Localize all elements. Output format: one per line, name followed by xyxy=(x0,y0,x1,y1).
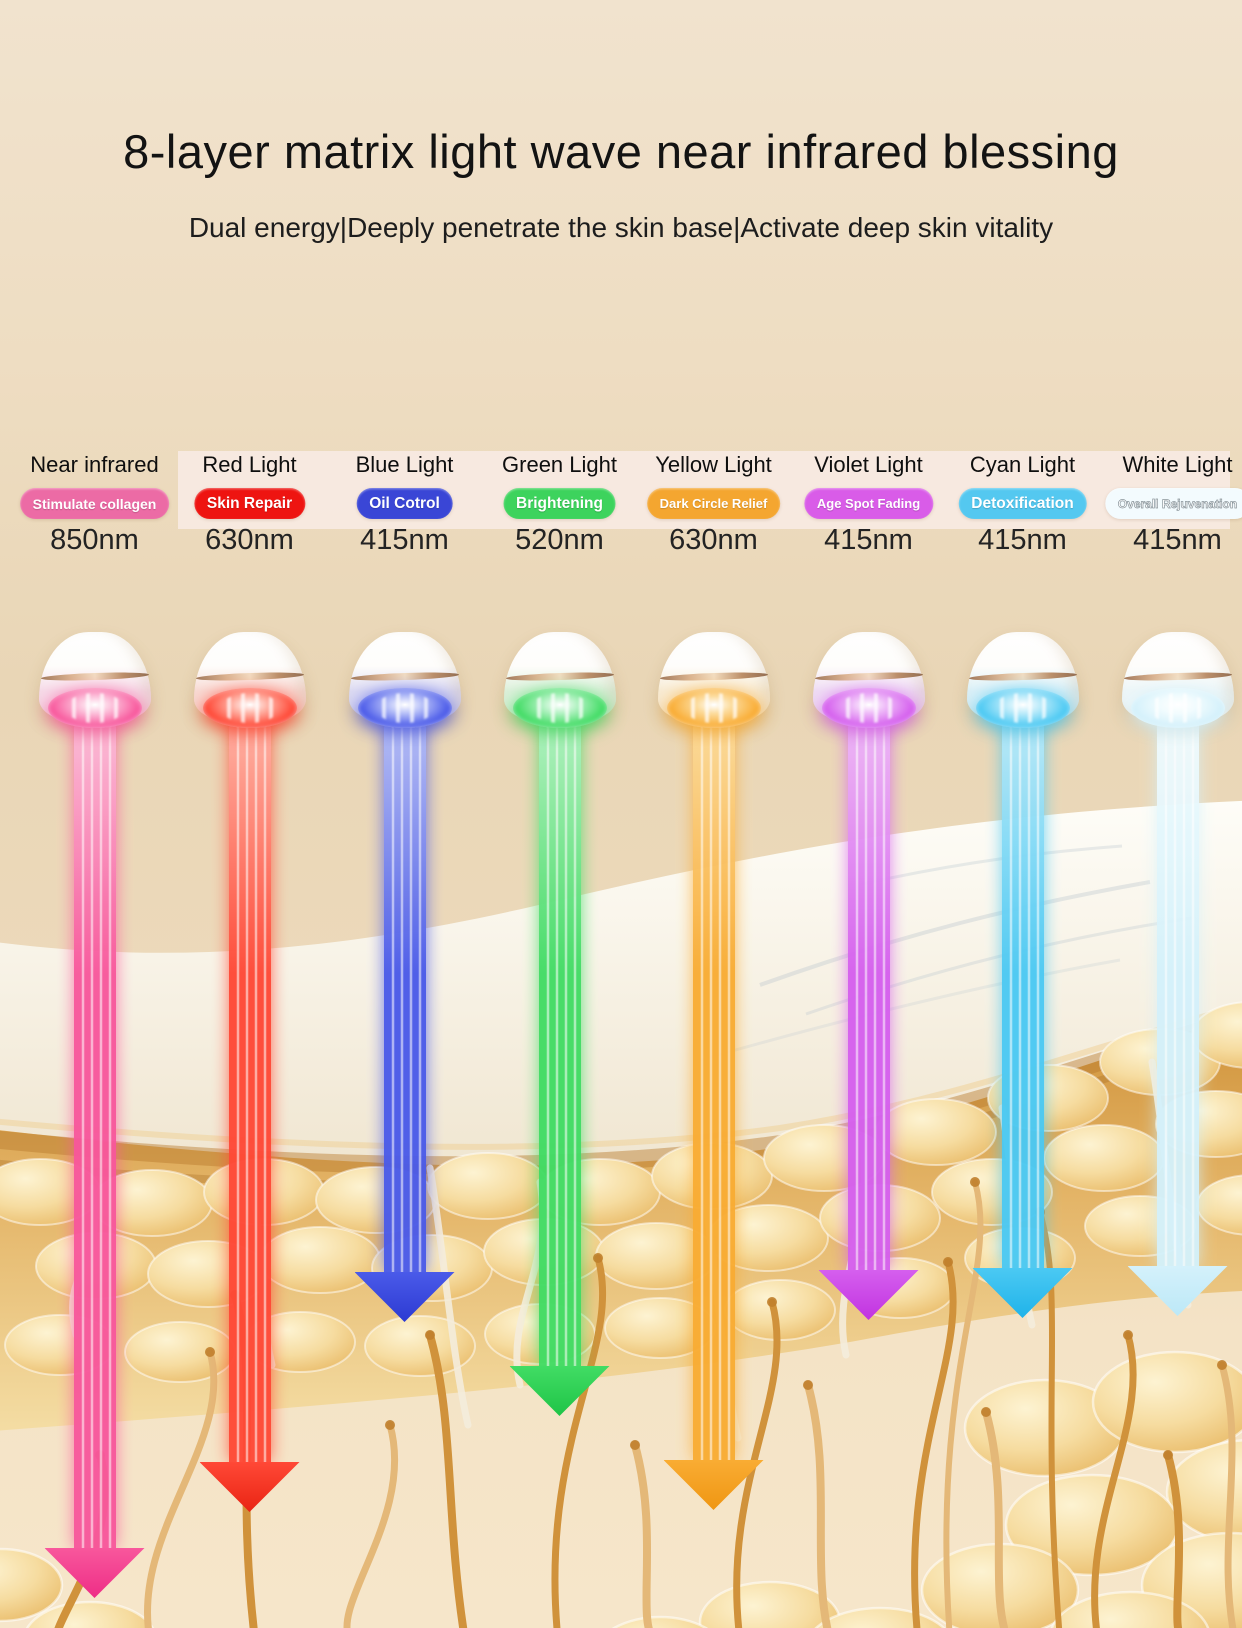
dome-light-face xyxy=(821,688,916,728)
light-beam xyxy=(1001,714,1044,1270)
light-name: White Light xyxy=(1122,452,1233,477)
wavelength-value: 415nm xyxy=(978,524,1067,556)
led-dome xyxy=(1121,632,1234,728)
dome-light-face xyxy=(202,688,297,728)
light-beam xyxy=(73,714,116,1550)
benefit-pill: Overall Rejuvenation xyxy=(1104,488,1242,519)
light-column-violet: Violet Light Age Spot Fading 415nm xyxy=(791,0,946,1628)
beam-arrowhead-icon xyxy=(972,1268,1073,1318)
benefit-pill: Brightening xyxy=(503,488,616,519)
benefit-pill: Age Spot Fading xyxy=(803,488,934,519)
beam-arrowhead-icon xyxy=(199,1462,300,1512)
dome-light-face xyxy=(357,688,452,728)
light-name: Yellow Light xyxy=(655,452,772,477)
page-title: 8-layer matrix light wave near infrared … xyxy=(123,125,1119,178)
beam-arrowhead-icon xyxy=(818,1270,919,1320)
dome-light-face xyxy=(512,688,607,728)
led-dome xyxy=(193,632,306,728)
wavelength-value: 415nm xyxy=(824,524,913,556)
benefit-pill: Detoxification xyxy=(958,488,1087,519)
led-dome xyxy=(503,632,616,728)
wavelength-value: 520nm xyxy=(515,524,604,556)
dome-light-face xyxy=(47,688,142,728)
light-column-cyan: Cyan Light Detoxification 415nm xyxy=(945,0,1100,1628)
beam-arrowhead-icon xyxy=(354,1272,455,1322)
wavelength-value: 630nm xyxy=(205,524,294,556)
benefit-label: Oil Cotrol xyxy=(369,494,440,512)
led-dome xyxy=(812,632,925,728)
led-dome xyxy=(38,632,151,728)
benefit-label: Brightening xyxy=(516,494,603,512)
benefit-label: Stimulate collagen xyxy=(32,495,157,512)
light-beam xyxy=(847,714,890,1272)
light-name: Cyan Light xyxy=(969,452,1076,477)
beam-arrowhead-icon xyxy=(663,1460,764,1510)
light-beam xyxy=(383,714,426,1274)
beam-arrowhead-icon xyxy=(1127,1266,1228,1316)
light-beam xyxy=(1156,714,1199,1268)
dome-light-face xyxy=(666,688,761,728)
beam-arrowhead-icon xyxy=(509,1366,610,1416)
light-name: Blue Light xyxy=(355,452,454,477)
light-column-blue: Blue Light Oil Cotrol 415nm xyxy=(327,0,482,1628)
led-dome xyxy=(348,632,461,728)
wavelength-value: 850nm xyxy=(50,524,139,556)
benefit-label: Age Spot Fading xyxy=(816,496,921,511)
light-column-near-infrared: Near infrared Stimulate collagen 850nm xyxy=(17,0,172,1628)
light-beam xyxy=(692,714,735,1462)
light-name: Violet Light xyxy=(814,452,923,477)
wavelength-value: 630nm xyxy=(669,524,758,556)
light-column-white: White Light Overall Rejuvenation 415nm xyxy=(1100,0,1242,1628)
dome-light-face xyxy=(1130,688,1225,728)
wavelength-value: 415nm xyxy=(1133,524,1222,556)
benefit-pill: Oil Cotrol xyxy=(356,488,453,519)
led-dome xyxy=(966,632,1079,728)
benefit-label: Dark Circle Relief xyxy=(659,496,768,511)
benefit-pill: Dark Circle Relief xyxy=(646,488,781,519)
benefit-pill: Skin Repair xyxy=(193,488,306,519)
benefit-label: Overall Rejuvenation xyxy=(1117,496,1238,511)
page-subtitle: Dual energy|Deeply penetrate the skin ba… xyxy=(188,212,1054,243)
light-column-red: Red Light Skin Repair 630nm xyxy=(172,0,327,1628)
led-dome xyxy=(657,632,770,728)
dome-light-face xyxy=(975,688,1070,728)
light-name: Near infrared xyxy=(30,452,159,477)
beam-arrowhead-icon xyxy=(44,1548,145,1598)
benefit-label: Detoxification xyxy=(971,494,1074,512)
light-column-yellow: Yellow Light Dark Circle Relief 630nm xyxy=(636,0,791,1628)
light-beam xyxy=(538,714,581,1368)
light-beam xyxy=(228,714,271,1464)
benefit-label: Skin Repair xyxy=(206,494,293,512)
light-column-green: Green Light Brightening 520nm xyxy=(482,0,637,1628)
wavelength-value: 415nm xyxy=(360,524,449,556)
light-name: Green Light xyxy=(502,452,617,477)
light-name: Red Light xyxy=(202,452,297,477)
benefit-pill: Stimulate collagen xyxy=(19,488,170,519)
